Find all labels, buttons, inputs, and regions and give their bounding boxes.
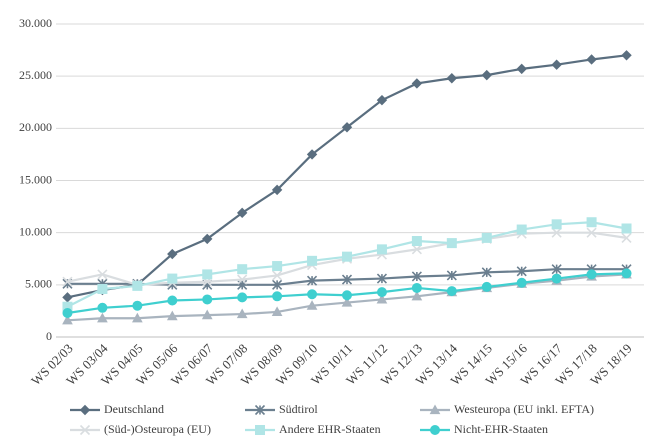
- legend-label: Südtirol: [279, 402, 318, 416]
- marker: [62, 314, 73, 325]
- marker: [621, 268, 632, 279]
- marker: [272, 261, 283, 272]
- marker: [516, 63, 527, 75]
- marker: [97, 269, 108, 280]
- marker: [621, 223, 632, 234]
- marker: [516, 224, 527, 235]
- legend-label: Westeuropa (EU inkl. EFTA): [454, 402, 594, 416]
- marker: [341, 122, 353, 133]
- marker: [411, 244, 422, 255]
- marker: [481, 69, 492, 81]
- marker: [411, 78, 423, 89]
- legend-marker: [430, 425, 440, 435]
- legend-marker: [255, 425, 265, 435]
- marker: [236, 308, 248, 319]
- legend-marker: [429, 404, 441, 415]
- marker: [201, 309, 213, 320]
- marker: [237, 274, 248, 285]
- legend-label: Deutschland: [104, 402, 164, 416]
- marker: [621, 232, 632, 243]
- marker: [97, 302, 108, 313]
- marker: [202, 269, 213, 280]
- marker: [272, 279, 283, 290]
- marker: [307, 255, 318, 266]
- marker: [62, 292, 73, 303]
- marker: [411, 271, 422, 282]
- marker: [167, 248, 178, 260]
- marker: [202, 233, 213, 245]
- marker: [551, 59, 562, 70]
- marker: [342, 290, 352, 301]
- legend-label: Andere EHR-Staaten: [279, 422, 381, 436]
- marker: [62, 276, 73, 287]
- marker: [132, 312, 143, 323]
- marker: [307, 289, 318, 300]
- marker: [62, 308, 73, 319]
- marker: [376, 94, 388, 106]
- y-tick-label: 10.000: [19, 224, 52, 238]
- marker: [132, 300, 143, 311]
- marker: [132, 280, 143, 291]
- marker: [586, 269, 597, 280]
- marker: [516, 277, 527, 288]
- marker: [446, 73, 458, 84]
- marker: [341, 297, 353, 307]
- marker: [376, 287, 387, 298]
- marker: [551, 264, 562, 275]
- marker: [97, 284, 108, 295]
- marker: [306, 300, 318, 310]
- legend-marker: [79, 424, 91, 436]
- y-tick-label: 20.000: [19, 120, 52, 134]
- marker: [481, 267, 492, 278]
- marker: [271, 184, 283, 196]
- legend-marker: [79, 404, 91, 416]
- marker: [202, 294, 213, 305]
- marker: [551, 227, 562, 238]
- marker: [551, 273, 562, 284]
- marker: [167, 273, 178, 284]
- marker: [586, 54, 597, 65]
- marker: [271, 306, 283, 317]
- marker: [306, 149, 318, 160]
- marker: [411, 290, 423, 301]
- marker: [236, 207, 248, 219]
- y-tick-label: 30.000: [19, 16, 52, 30]
- marker: [446, 270, 457, 281]
- marker: [376, 244, 387, 255]
- marker: [376, 273, 388, 284]
- legend-label: (Süd-)Osteuropa (EU): [104, 422, 211, 436]
- marker: [411, 282, 422, 293]
- marker: [237, 292, 248, 303]
- marker: [342, 251, 352, 262]
- marker: [272, 270, 283, 281]
- marker: [341, 274, 353, 285]
- marker: [551, 219, 562, 230]
- marker: [411, 236, 422, 247]
- marker: [586, 217, 597, 228]
- marker: [306, 275, 318, 286]
- marker: [586, 227, 597, 238]
- marker: [166, 310, 178, 321]
- y-tick-label: 0: [46, 329, 52, 343]
- y-tick-label: 5.000: [25, 277, 52, 291]
- marker: [237, 264, 248, 275]
- marker: [516, 266, 527, 277]
- marker: [167, 295, 178, 306]
- y-tick-label: 25.000: [19, 68, 52, 82]
- y-tick-label: 15.000: [19, 172, 52, 186]
- legend-label: Nicht-EHR-Staaten: [454, 422, 548, 436]
- marker: [376, 293, 388, 304]
- legend-marker: [254, 404, 266, 416]
- marker: [481, 232, 492, 243]
- marker: [621, 50, 632, 61]
- marker: [97, 312, 108, 323]
- marker: [446, 286, 457, 297]
- marker: [446, 238, 457, 249]
- marker: [481, 281, 492, 292]
- marker: [272, 291, 283, 302]
